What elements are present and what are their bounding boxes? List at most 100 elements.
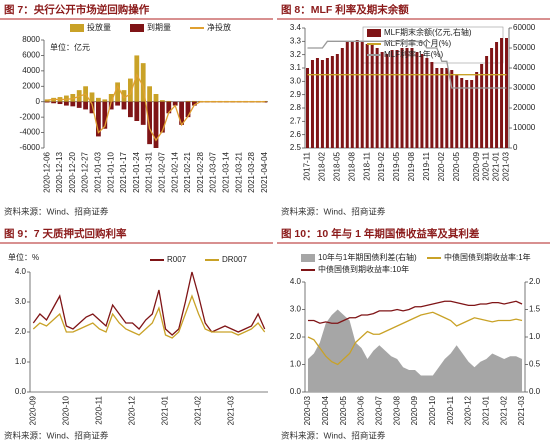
y-tick-label: 3.0 xyxy=(290,305,302,314)
x-tick-label: 2020-11 xyxy=(446,395,455,424)
bar xyxy=(166,100,172,102)
x-tick-label: 2020-12-20 xyxy=(68,151,77,192)
bar xyxy=(57,101,63,105)
panel-title: 图 10：10 年与 1 年期国债收益率及其利差 xyxy=(281,227,480,240)
y2-tick-label: 1.5 xyxy=(529,305,541,314)
bar xyxy=(70,101,76,107)
y-tick-label: 2.8 xyxy=(290,103,302,112)
x-tick-label: 2020-12-13 xyxy=(55,151,64,192)
x-tick-label: 2021-01 xyxy=(492,151,501,181)
source: 资料来源：Wind、招商证券 xyxy=(281,206,386,216)
bar xyxy=(375,48,379,148)
bar xyxy=(440,68,444,148)
x-tick-label: 2020-10 xyxy=(61,395,70,425)
bar xyxy=(185,100,191,102)
bar xyxy=(460,78,464,148)
y2-tick-label: 10000 xyxy=(513,123,536,132)
bar xyxy=(345,42,349,148)
legend-label: 10年与1年期国债利差(右轴) xyxy=(318,252,417,262)
bar xyxy=(360,42,364,148)
bar xyxy=(365,44,369,148)
legend-swatch xyxy=(70,24,84,32)
x-tick-label: 2021-03-14 xyxy=(222,151,231,192)
legend-label: 投放量 xyxy=(87,22,111,32)
legend-label: DR007 xyxy=(222,255,247,264)
bar xyxy=(305,68,309,148)
y-tick-label: 3.4 xyxy=(290,23,302,32)
x-tick-label: 2021-03-21 xyxy=(234,151,243,192)
bar xyxy=(480,64,484,148)
bar xyxy=(76,101,82,108)
bar xyxy=(160,100,165,102)
bar xyxy=(315,58,319,148)
bar xyxy=(115,82,120,102)
y2-tick-label: 20000 xyxy=(513,103,536,112)
source: 资料来源：Wind、招商证券 xyxy=(281,430,386,440)
y2-tick-label: 0.5 xyxy=(529,360,541,369)
bar xyxy=(172,101,178,106)
line xyxy=(32,294,266,339)
y-tick-label: 4000 xyxy=(22,66,40,75)
y-tick-label: -2000 xyxy=(20,112,41,121)
y-tick-label: 2.0 xyxy=(15,327,27,336)
bar xyxy=(121,90,127,102)
x-tick-label: 2020-03 xyxy=(303,395,312,425)
x-tick-label: 2018-02 xyxy=(318,151,327,181)
area xyxy=(307,309,523,392)
legend-label: MLF期末余额(亿元,右轴) xyxy=(384,27,472,37)
legend-label: 中债国债到期收益率:1年 xyxy=(444,252,531,262)
bar xyxy=(115,101,120,106)
bar xyxy=(44,99,50,102)
bar xyxy=(455,74,459,148)
x-tick-label: 2020-10 xyxy=(428,395,437,425)
y-tick-label: 0 xyxy=(36,97,41,106)
bar xyxy=(121,101,127,110)
bar xyxy=(450,70,454,148)
x-tick-label: 2021-03 xyxy=(502,151,511,181)
source: 资料来源：Wind、招商证券 xyxy=(4,206,109,216)
unit-label: 单位：% xyxy=(8,252,39,262)
x-tick-label: 2021-03-07 xyxy=(209,151,218,192)
y-tick-label: 4.0 xyxy=(15,267,27,276)
bar xyxy=(89,101,95,114)
y2-tick-label: 40000 xyxy=(513,63,536,72)
y-tick-label: 2000 xyxy=(22,81,40,90)
y2-tick-label: 1.0 xyxy=(529,332,541,341)
bar xyxy=(140,101,146,125)
bar xyxy=(128,78,133,102)
x-tick-label: 2020-09 xyxy=(472,151,481,181)
unit-label: 单位：亿元 xyxy=(50,42,90,52)
x-tick-label: 2020-12-06 xyxy=(42,151,51,192)
bar xyxy=(70,94,76,102)
bar xyxy=(470,80,474,148)
x-tick-label: 2018-08 xyxy=(347,151,356,181)
bar xyxy=(83,101,88,110)
bar xyxy=(420,54,424,148)
x-tick-label: 2020-06 xyxy=(357,395,366,425)
bar xyxy=(430,62,434,148)
bar xyxy=(64,95,69,102)
x-tick-label: 2021-01-03 xyxy=(94,151,103,192)
y-tick-label: 3.2 xyxy=(290,50,302,59)
bar xyxy=(147,86,152,102)
x-tick-label: 2021-02-14 xyxy=(170,151,179,192)
legend-label: MLF利率:1年(%) xyxy=(384,49,443,59)
x-tick-label: 2021-01 xyxy=(481,395,490,425)
bar xyxy=(134,55,140,102)
x-tick-label: 2018-05 xyxy=(332,151,341,181)
line xyxy=(307,311,523,366)
x-tick-label: 2021-03 xyxy=(517,395,526,425)
line xyxy=(307,300,523,324)
x-tick-label: 2017-11 xyxy=(303,151,312,180)
y2-tick-label: 60000 xyxy=(513,23,536,32)
bar xyxy=(435,68,439,148)
bar xyxy=(179,101,184,125)
bar xyxy=(160,101,165,133)
y2-tick-label: 0 xyxy=(513,143,518,152)
y-tick-label: 6000 xyxy=(22,51,40,60)
bar xyxy=(400,48,404,148)
bar xyxy=(330,56,334,148)
x-tick-label: 2020-08 xyxy=(392,395,401,425)
